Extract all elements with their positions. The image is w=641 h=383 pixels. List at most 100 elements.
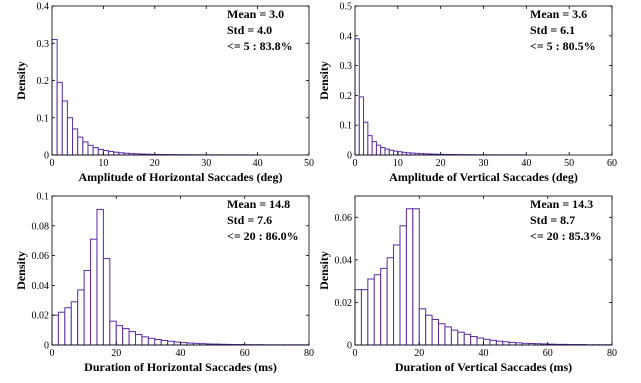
bar [412, 208, 420, 346]
subplot-2: 0 10 20 30 40 50 60 0 0.1 0.2 0.3 0.4 0.5 Amplitude o… [317, 2, 617, 185]
bar [97, 148, 104, 156]
x-tick-label: 20 [150, 158, 160, 169]
x-tick-label: 50 [304, 158, 314, 169]
bar [354, 38, 360, 156]
bar [87, 144, 94, 156]
y-tick-label: 0.1 [37, 192, 50, 203]
x-axis-label: Duration of Vertical Saccades (ms) [395, 360, 572, 374]
bar [90, 238, 98, 346]
bar [399, 225, 407, 346]
x-tick-label: 80 [304, 348, 314, 359]
bar [380, 147, 386, 156]
x-tick-label: 20 [436, 158, 446, 169]
bar [128, 331, 137, 346]
x-tick-label: 10 [98, 158, 108, 169]
bar [167, 340, 175, 346]
x-tick-label: 0 [353, 158, 358, 169]
bar [109, 320, 117, 346]
bar [457, 331, 465, 346]
y-tick-label: 0 [347, 341, 352, 352]
bar [495, 340, 504, 346]
bar [77, 289, 85, 346]
bar [489, 339, 497, 346]
y-axis-label: Density [317, 251, 331, 290]
y-tick-label: 0.04 [32, 281, 50, 292]
stats-line: Mean = 3.0 [227, 7, 284, 21]
bar [51, 39, 58, 156]
bar [401, 151, 407, 156]
bar [147, 337, 156, 346]
bar [470, 335, 478, 346]
bar [64, 307, 72, 346]
x-axis-label: Duration of Horizontal Saccades (ms) [84, 360, 277, 374]
bar [386, 257, 395, 346]
y-axis-label: Density [317, 61, 331, 100]
bar [425, 314, 433, 346]
bar [358, 96, 365, 156]
stats-line: Std = 7.6 [227, 213, 272, 227]
y-tick-label: 0.4 [340, 31, 353, 42]
x-tick-label: 80 [607, 348, 617, 359]
y-tick-label: 0.04 [335, 255, 353, 266]
y-tick-label: 0.06 [32, 251, 50, 262]
y-tick-label: 0.02 [335, 298, 353, 309]
bar [354, 289, 362, 346]
bar [141, 336, 149, 346]
y-tick-label: 0.08 [32, 221, 50, 232]
bar [380, 267, 388, 346]
bar [102, 258, 111, 346]
x-tick-label: 0 [50, 158, 55, 169]
bar [397, 151, 403, 156]
x-tick-label: 30 [201, 158, 211, 169]
stats-line: <= 20 : 85.3% [530, 229, 602, 243]
bar [66, 117, 74, 156]
y-tick-label: 0.3 [37, 39, 50, 50]
subplot-4: 0 20 40 60 80 0 0.02 0.04 0.06 Duration of Vertic… [317, 195, 617, 374]
bar [70, 301, 79, 346]
bar [51, 314, 59, 346]
y-tick-label: 0.4 [37, 2, 50, 13]
x-tick-label: 0 [50, 348, 55, 359]
y-tick-label: 0 [44, 341, 49, 352]
x-tick-label: 40 [479, 348, 489, 359]
x-axis-label: Amplitude of Horizontal Saccades (deg) [79, 170, 283, 184]
bar [384, 148, 390, 156]
x-axis-label: Amplitude of Vertical Saccades (deg) [389, 170, 578, 184]
x-tick-label: 60 [240, 348, 250, 359]
x-tick-label: 10 [393, 158, 403, 169]
bar [393, 244, 401, 346]
y-tick-label: 0 [347, 151, 352, 162]
bar [102, 150, 110, 156]
bar [388, 149, 395, 156]
x-tick-label: 40 [253, 158, 263, 169]
stats-line: Std = 4.0 [227, 23, 272, 37]
bar [82, 141, 89, 156]
stats-line: <= 5 : 83.8% [227, 39, 293, 53]
bar [57, 311, 66, 346]
bar [393, 150, 399, 156]
bar [463, 333, 472, 346]
y-tick-label: 0 [44, 151, 49, 162]
y-tick-label: 0.2 [340, 91, 353, 102]
bar [450, 329, 459, 346]
bar [173, 341, 182, 346]
x-tick-label: 0 [353, 348, 358, 359]
stats-line: <= 20 : 86.0% [227, 229, 299, 243]
bar [373, 274, 382, 346]
stats-line: Mean = 14.8 [227, 197, 290, 211]
y-tick-label: 0.3 [340, 61, 353, 72]
stats-line: Std = 8.7 [530, 213, 575, 227]
bar [96, 208, 104, 346]
bar [444, 326, 452, 346]
bar [135, 334, 143, 346]
bar [367, 135, 373, 156]
bar [502, 341, 510, 346]
x-tick-label: 40 [176, 348, 186, 359]
stats-line: <= 5 : 80.5% [530, 39, 596, 53]
y-tick-label: 0.1 [340, 121, 353, 132]
bar [77, 136, 84, 156]
x-tick-label: 40 [521, 158, 531, 169]
stats-line: Mean = 14.3 [530, 197, 593, 211]
x-tick-label: 20 [414, 348, 424, 359]
